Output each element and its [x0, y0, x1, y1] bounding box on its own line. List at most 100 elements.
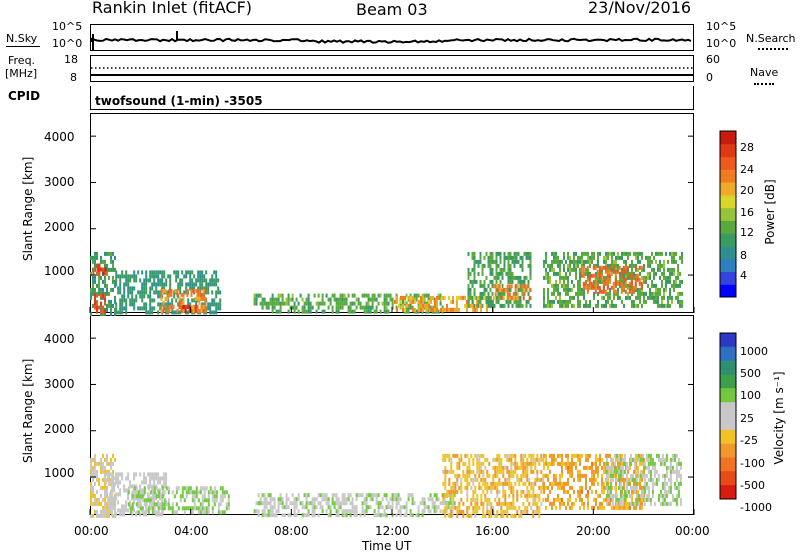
power-cell	[543, 291, 545, 296]
velocity-cell	[153, 502, 156, 507]
velocity-cell	[567, 497, 569, 502]
power-cell	[517, 279, 520, 284]
power-cell	[605, 299, 607, 304]
power-cell	[579, 267, 581, 272]
power-cell	[446, 307, 448, 312]
velocity-cell	[549, 453, 551, 458]
power-cell	[197, 278, 200, 283]
velocity-cell	[595, 497, 597, 502]
velocity-cell	[211, 498, 214, 503]
power-cell	[257, 293, 260, 298]
velocity-cell	[472, 469, 475, 474]
power-cell	[675, 283, 677, 288]
velocity-cell	[563, 481, 565, 486]
power-cell	[649, 291, 651, 296]
power-cell	[201, 286, 204, 291]
velocity-cell	[641, 485, 643, 490]
velocity-cell	[601, 505, 603, 510]
power-cell	[117, 286, 120, 291]
velocity-cell	[627, 481, 630, 486]
velocity-cell	[480, 469, 483, 474]
power-cell	[631, 259, 633, 264]
power-cell	[363, 305, 366, 310]
velocity-cell	[165, 476, 168, 481]
velocity-cell	[456, 453, 459, 458]
velocity-cell	[657, 473, 660, 478]
velocity-cell	[559, 505, 561, 510]
velocity-cell	[635, 473, 637, 478]
cpid-label: CPID	[8, 89, 41, 103]
velocity-cell	[476, 453, 479, 458]
velocity-cell	[90, 461, 92, 466]
power-cell	[583, 295, 585, 300]
velocity-cell	[639, 493, 642, 498]
velocity-cell	[167, 498, 170, 503]
velocity-cell	[502, 513, 505, 518]
velocity-cell	[532, 493, 535, 498]
power-cell	[339, 293, 342, 298]
power-cell	[422, 299, 424, 304]
beam-title: Beam 03	[356, 0, 428, 19]
velocity-cell	[607, 497, 610, 502]
velocity-cell	[217, 506, 220, 511]
freq-panel	[90, 55, 694, 82]
velocity-cell	[474, 501, 477, 506]
velocity-cell	[581, 453, 583, 458]
velocity-cell	[669, 477, 672, 482]
velocity-cell	[669, 457, 672, 462]
power-colorbar-swatch	[720, 156, 736, 170]
velocity-cell	[486, 505, 489, 510]
power-cell	[129, 286, 132, 291]
velocity-cell	[561, 461, 563, 466]
velocity-cell	[265, 501, 268, 506]
power-cell	[661, 295, 663, 300]
velocity-cell	[571, 453, 573, 458]
power-cell	[489, 287, 492, 292]
velocity-cell	[341, 493, 344, 498]
power-cell	[679, 283, 681, 288]
velocity-cell	[94, 465, 96, 470]
power-cell	[681, 303, 683, 308]
velocity-colorbar-swatch	[720, 333, 736, 348]
velocity-cell	[498, 497, 501, 502]
velocity-cell	[567, 501, 569, 506]
velocity-cell	[213, 502, 216, 507]
velocity-cell	[395, 513, 398, 518]
velocity-cell	[677, 461, 680, 466]
power-cell	[472, 303, 474, 308]
velocity-cell	[100, 485, 102, 490]
velocity-cell	[615, 489, 617, 494]
velocity-cell	[573, 453, 575, 458]
power-cell	[215, 282, 218, 287]
power-cell	[510, 296, 513, 301]
power-cell	[341, 301, 344, 306]
power-cell	[603, 259, 605, 264]
velocity-cell	[377, 493, 380, 498]
velocity-cell	[315, 505, 318, 510]
power-cell	[471, 251, 474, 256]
power-cell	[561, 259, 563, 264]
velocity-cell	[530, 457, 533, 462]
velocity-cell	[663, 501, 666, 506]
velocity-cell	[601, 477, 603, 482]
power-cell	[481, 303, 484, 308]
velocity-cell	[601, 457, 603, 462]
power-cell	[119, 310, 122, 315]
velocity-cell	[663, 457, 666, 462]
velocity-cell	[538, 505, 541, 510]
velocity-cell	[593, 461, 595, 466]
velocity-cell	[325, 509, 328, 514]
velocity-cell	[143, 510, 146, 515]
power-cell	[597, 299, 599, 304]
power-cell	[369, 309, 372, 314]
power-cell	[145, 278, 148, 283]
velocity-cell	[293, 509, 296, 514]
velocity-cell	[173, 494, 176, 499]
power-cell	[444, 307, 446, 312]
power-cell	[149, 306, 152, 311]
velocity-cell	[551, 501, 553, 506]
power-cell	[671, 255, 673, 260]
velocity-cell	[111, 476, 114, 481]
velocity-cell	[98, 481, 100, 486]
power-cell	[163, 282, 166, 287]
